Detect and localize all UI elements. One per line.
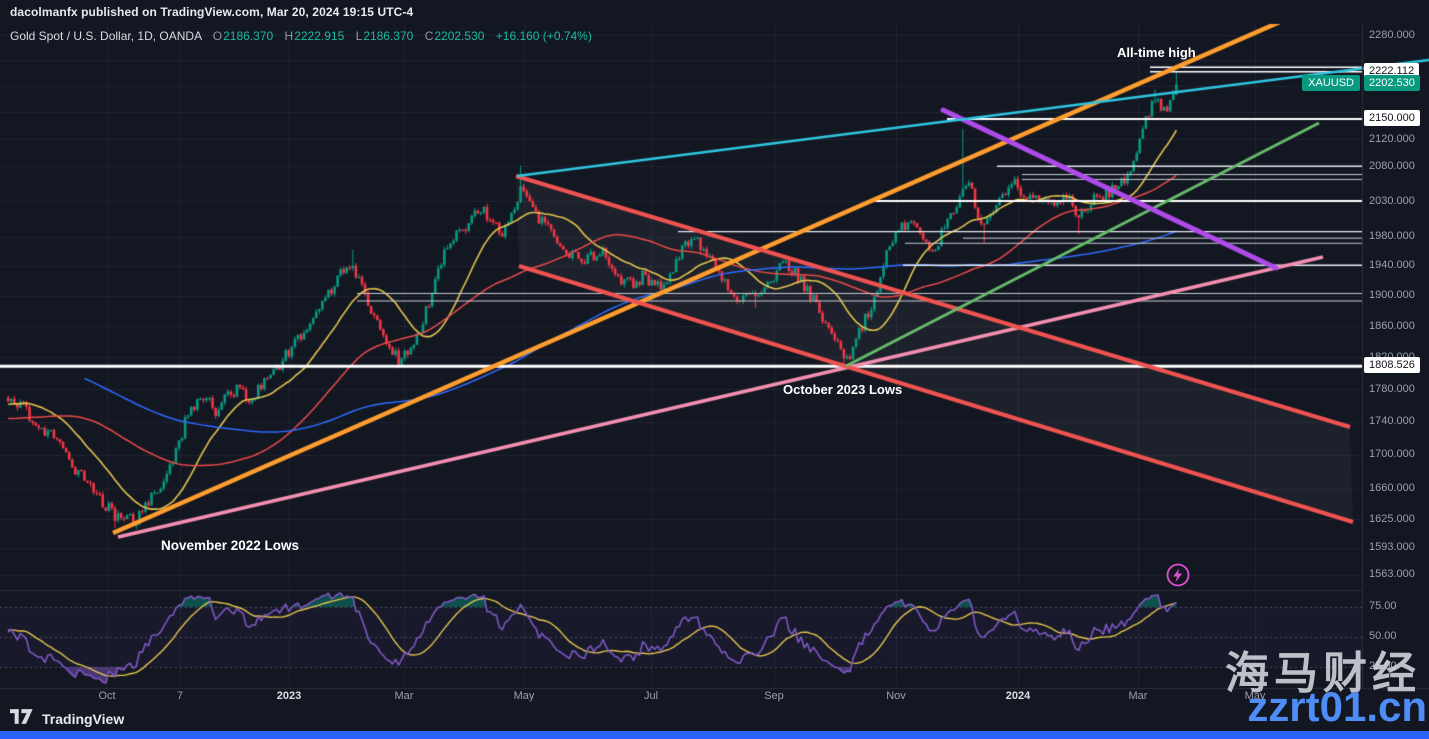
- tradingview-logo-icon[interactable]: [10, 709, 34, 729]
- bottom-blue-strip: [0, 731, 1429, 739]
- time-tick: 2024: [1005, 690, 1031, 702]
- change-value: +16.160 (+0.74%): [495, 29, 592, 43]
- ohlc-high-value: 2222.915: [294, 29, 345, 43]
- price-tick: 1625.000: [1369, 512, 1415, 525]
- time-tick: Mar: [1128, 690, 1148, 702]
- time-tick: 2023: [276, 690, 302, 702]
- price-badge-2222.112: 2222.112: [1364, 62, 1420, 79]
- time-tick: Mar: [394, 690, 414, 702]
- price-tick: 1740.000: [1369, 415, 1415, 427]
- price-tick: 1780.000: [1369, 382, 1415, 395]
- time-tick: May: [513, 690, 535, 702]
- price-tick: 2080.000: [1369, 159, 1415, 172]
- symbol-title: Gold Spot / U.S. Dollar, 1D, OANDA: [10, 29, 202, 43]
- price-badge-2150.000: 2150.000: [1364, 109, 1420, 126]
- price-tick: 2120.000: [1369, 132, 1415, 145]
- time-tick: Nov: [886, 690, 906, 702]
- flash-icon[interactable]: [1164, 561, 1192, 589]
- time-tick: Oct: [98, 690, 116, 702]
- footer-bar: TradingView: [10, 709, 124, 729]
- annotation-november-2022-lows: November 2022 Lows: [161, 538, 300, 553]
- tradingview-brand[interactable]: TradingView: [42, 711, 125, 727]
- symbol-price-tag: XAUUSD: [1302, 75, 1360, 92]
- price-badge-2202.530: 2202.530: [1364, 75, 1420, 92]
- price-tick: 2030.000: [1369, 194, 1415, 207]
- time-tick: May: [1244, 690, 1266, 702]
- price-axis[interactable]: 2280.000 2120.000 2080.000 2030.000 1980.000…: [1362, 0, 1429, 688]
- rsi-tick: 25.00: [1369, 660, 1397, 672]
- symbol-price-tag-label: XAUUSD: [1308, 77, 1354, 90]
- ohlc-low-value: 2186.370: [363, 29, 414, 43]
- rsi-tick: 50.00: [1369, 630, 1397, 642]
- time-axis[interactable]: Oct 7 2023 Mar May Jul Sep Nov 2024 Mar May: [0, 690, 1362, 708]
- time-tick: Jul: [643, 690, 659, 702]
- symbol-legend[interactable]: Gold Spot / U.S. Dollar, 1D, OANDA O2186…: [10, 29, 592, 43]
- annotation-all-time-high: All-time high: [1117, 45, 1196, 60]
- ohlc-close-value: 2202.530: [434, 29, 485, 43]
- ohlc-high-label: H: [284, 29, 294, 43]
- price-tick: 1563.000: [1369, 568, 1415, 581]
- price-tick: 1593.000: [1369, 541, 1415, 554]
- price-tick: 1860.000: [1369, 319, 1415, 332]
- publish-bar: dacolmanfx published on TradingView.com,…: [10, 5, 413, 19]
- price-tick: 1660.000: [1369, 482, 1415, 495]
- ohlc-open-value: 2186.370: [223, 29, 274, 43]
- price-tick: 1980.000: [1369, 230, 1415, 243]
- time-tick: 7: [176, 690, 184, 702]
- time-tick: Sep: [764, 690, 784, 702]
- price-tick: 1900.000: [1369, 289, 1415, 302]
- ohlc-close-label: C: [424, 29, 434, 43]
- price-badge-1808.526: 1808.526: [1364, 357, 1420, 374]
- price-tick: 2280.000: [1369, 28, 1415, 41]
- ohlc-low-label: L: [355, 29, 363, 43]
- ohlc-open-label: O: [212, 29, 223, 43]
- annotation-october-2023-lows: October 2023 Lows: [783, 382, 903, 397]
- rsi-tick: 75.00: [1369, 600, 1397, 612]
- price-tick: 1940.000: [1369, 259, 1415, 272]
- price-tick: 1700.000: [1369, 448, 1415, 461]
- publish-text: dacolmanfx published on TradingView.com,…: [10, 5, 414, 19]
